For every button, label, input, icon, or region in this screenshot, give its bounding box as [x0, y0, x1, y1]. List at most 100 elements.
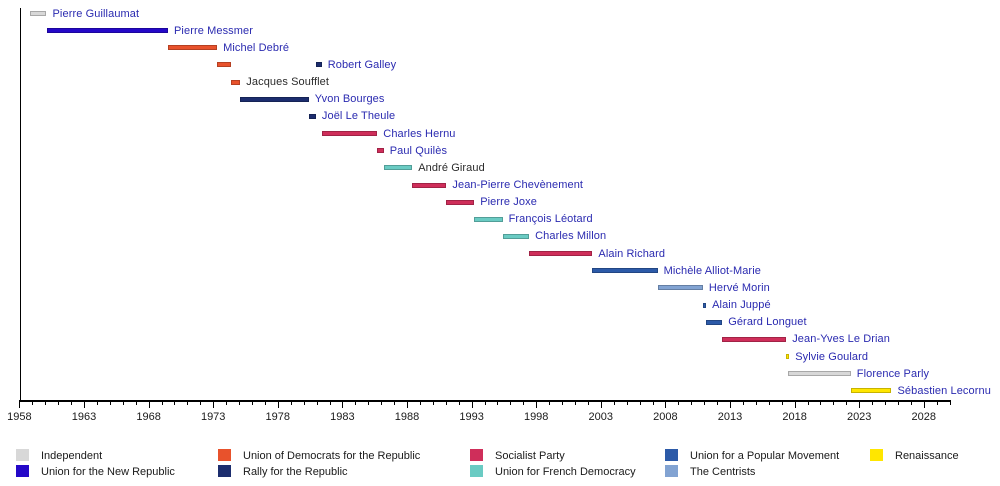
- x-axis-tick-label: 1993: [459, 411, 484, 423]
- x-axis-minor-tick: [910, 402, 912, 405]
- x-axis-minor-tick: [71, 402, 73, 405]
- minister-label[interactable]: Alain Juppé: [712, 299, 771, 311]
- x-axis-minor-tick: [458, 402, 460, 405]
- legend-swatch: [16, 449, 29, 461]
- y-axis-line: [20, 8, 21, 400]
- x-axis-minor-tick: [96, 402, 98, 405]
- x-axis-minor-tick: [264, 402, 266, 405]
- x-axis-minor-tick: [200, 402, 202, 405]
- minister-label[interactable]: Charles Hernu: [383, 127, 456, 140]
- x-axis-minor-tick: [419, 402, 421, 405]
- x-axis-minor-tick: [652, 402, 654, 405]
- x-axis-minor-tick: [135, 402, 137, 405]
- minister-label[interactable]: Pierre Guillaumat: [52, 7, 140, 20]
- legend-label: Renaissance: [895, 450, 959, 462]
- minister-label[interactable]: Florence Parly: [856, 367, 930, 380]
- x-axis-major-tick: [277, 402, 279, 408]
- minister-label[interactable]: Sébastien Lecornu: [897, 384, 991, 397]
- x-axis-major-tick: [84, 402, 85, 408]
- term-bar: [446, 199, 475, 205]
- x-axis-minor-tick: [58, 402, 60, 405]
- minister-label[interactable]: Gérard Longuet: [728, 316, 807, 329]
- legend-swatch: [470, 465, 483, 477]
- term-bar: [412, 182, 447, 188]
- legend-label: Union of Democrats for the Republic: [243, 450, 421, 462]
- minister-label: Jacques Soufflet: [246, 76, 330, 89]
- minister-label[interactable]: Alain Richard: [598, 247, 666, 260]
- minister-label[interactable]: Michèle Alliot-Marie: [663, 264, 761, 277]
- x-axis-tick-label: 1988: [394, 411, 420, 423]
- legend-label: Union for the New Republic: [41, 466, 175, 478]
- minister-label[interactable]: Pierre Messmer: [174, 24, 254, 37]
- legend-swatch: [470, 449, 483, 461]
- term-bar: [592, 268, 658, 274]
- minister-label[interactable]: Joël Le Theule: [321, 110, 396, 123]
- minister-label[interactable]: Jean-Yves Le Drian: [792, 333, 890, 346]
- x-axis-tick-label: 2018: [782, 411, 807, 423]
- minister-label[interactable]: Yvon Bourges: [314, 93, 385, 106]
- x-axis-minor-tick: [936, 402, 938, 405]
- minister-label[interactable]: Hervé Morin: [708, 281, 770, 294]
- minister-label[interactable]: Pierre Joxe: [480, 196, 537, 209]
- term-bar: [722, 336, 787, 342]
- x-axis-tick-label: 1978: [265, 411, 291, 423]
- x-axis-tick-label: 2013: [717, 411, 743, 423]
- x-axis-tick-label: 2003: [588, 411, 614, 423]
- x-axis-minor-tick: [872, 402, 874, 405]
- term-bar: [502, 233, 530, 239]
- x-axis-minor-tick: [833, 402, 835, 405]
- x-axis-minor-tick: [846, 402, 848, 405]
- term-bar: [786, 354, 790, 359]
- legend-swatch: [665, 449, 678, 461]
- term-bar: [217, 62, 232, 68]
- x-axis-minor-tick: [329, 402, 331, 405]
- x-axis-major-tick: [536, 402, 538, 408]
- x-axis-minor-tick: [187, 402, 189, 405]
- minister-label: André Giraud: [418, 161, 485, 174]
- minister-label[interactable]: Michel Debré: [223, 41, 290, 54]
- x-axis-minor-tick: [691, 402, 693, 405]
- term-bar: [706, 319, 723, 325]
- minister-label[interactable]: Jean-Pierre Chevènement: [452, 179, 584, 191]
- x-axis-minor-tick: [355, 402, 357, 405]
- minister-label[interactable]: Charles Millon: [535, 230, 607, 243]
- term-bar: [308, 113, 316, 119]
- term-bar: [46, 28, 168, 34]
- legend-label: Rally for the Republic: [243, 466, 348, 478]
- term-bar: [702, 302, 707, 308]
- x-axis-minor-tick: [394, 402, 396, 405]
- minister-label[interactable]: Sylvie Goulard: [795, 350, 869, 363]
- x-axis-minor-tick: [381, 402, 383, 405]
- term-bar: [231, 79, 241, 85]
- x-axis-minor-tick: [768, 402, 770, 405]
- x-axis-tick-label: 2028: [911, 411, 937, 423]
- minister-label[interactable]: François Léotard: [508, 213, 593, 226]
- x-axis-minor-tick: [109, 402, 111, 405]
- x-axis-minor-tick: [742, 402, 744, 405]
- x-axis-major-tick: [730, 402, 731, 408]
- x-axis-major-tick: [471, 402, 473, 408]
- x-axis-tick-label: 1958: [7, 411, 32, 423]
- x-axis-minor-tick: [290, 402, 292, 405]
- x-axis-minor-tick: [239, 402, 240, 405]
- x-axis-tick-label: 2008: [653, 411, 678, 423]
- term-bar: [168, 45, 218, 51]
- minister-label[interactable]: Paul Quilès: [389, 144, 448, 157]
- x-axis-minor-tick: [549, 402, 551, 405]
- legend-label: Socialist Party: [495, 450, 565, 462]
- x-axis-minor-tick: [949, 402, 951, 405]
- x-axis-minor-tick: [484, 402, 486, 405]
- x-axis-minor-tick: [510, 402, 512, 405]
- x-axis-minor-tick: [45, 402, 47, 405]
- x-axis-major-tick: [407, 402, 408, 408]
- term-bar: [657, 285, 703, 291]
- x-axis-major-tick: [859, 402, 861, 408]
- x-axis-minor-tick: [755, 402, 757, 405]
- term-bar: [315, 62, 322, 68]
- term-bar: [321, 131, 378, 136]
- legend-label: The Centrists: [690, 466, 756, 478]
- minister-label[interactable]: Robert Galley: [327, 58, 397, 71]
- term-bar: [529, 251, 593, 257]
- x-axis-minor-tick: [898, 402, 899, 405]
- x-axis-tick-label: 2023: [846, 411, 872, 423]
